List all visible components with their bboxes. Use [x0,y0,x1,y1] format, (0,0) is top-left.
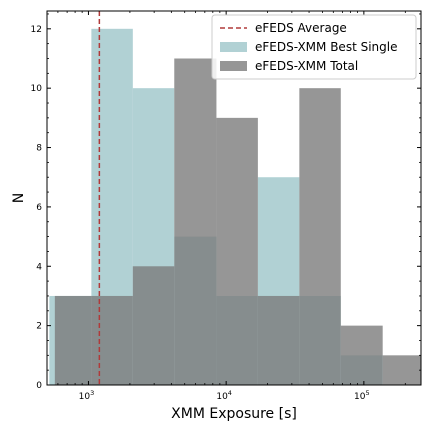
x-tick-label: 104 [216,389,232,402]
y-tick-label: 6 [36,203,42,213]
x-tick-label: 105 [354,389,370,402]
bar-series1-bin4 [216,117,258,385]
bar-series1-bin8 [382,355,421,385]
y-tick-label: 0 [36,381,42,391]
legend-label-total: eFEDS-XMM Total [255,59,358,73]
y-tick-label: 12 [31,25,42,35]
plot-frame [46,10,422,386]
x-axis-title: XMM Exposure [s] [171,406,297,422]
legend-swatch-best-single [220,42,247,52]
legend-swatch-total [220,61,247,71]
y-axis-title: N [11,193,27,203]
y-tick-label: 4 [36,262,42,272]
legend-box [211,14,417,80]
bar-series1-bin2 [132,266,175,385]
bar-series1-bin3 [174,58,217,385]
ticks-layer: 0 2 4 6 8 10 12 103 104 105 [31,11,421,402]
x-tick-label: 103 [79,389,95,402]
legend-label-best-single: eFEDS-XMM Best Single [255,40,397,54]
bar-series1-bin5 [257,295,300,385]
bar-series1-bin7 [340,325,383,385]
legend: eFEDS Average eFEDS-XMM Best Single eFED… [211,14,417,80]
y-tick-label: 2 [36,322,42,332]
bar-series1-bin0 [54,295,92,385]
bars-layer [49,28,421,386]
bar-series1-bin6 [299,88,341,385]
bar-series1-bin1 [91,295,133,385]
legend-label-efeds-average: eFEDS Average [255,21,347,35]
y-tick-label: 8 [36,144,42,154]
y-tick-label: 10 [31,84,43,94]
